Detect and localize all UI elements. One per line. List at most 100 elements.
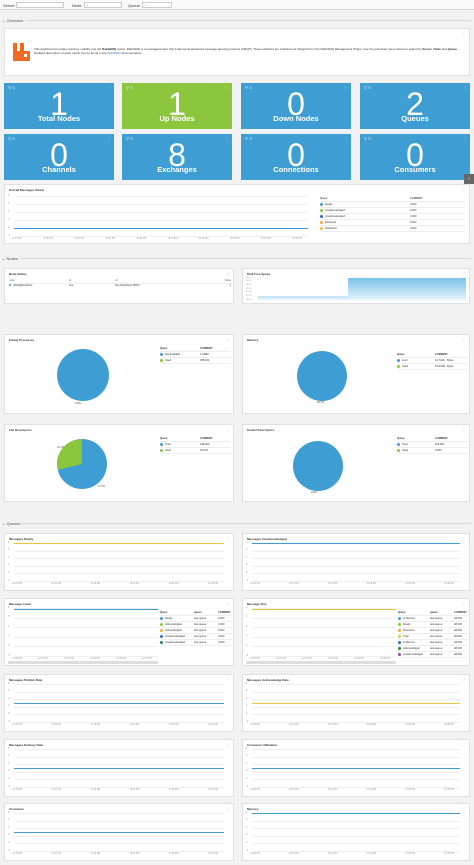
series-line <box>14 832 224 833</box>
y-tick-label: -2 <box>8 234 11 237</box>
panel-menu-icon[interactable]: ⋮ <box>462 427 466 432</box>
x-tick-label: 12:30 PM <box>444 724 454 726</box>
legend-row[interactable]: Used 0.000 <box>397 448 467 454</box>
panel-menu-icon[interactable]: ⋮ <box>462 806 466 811</box>
chart-gridline <box>14 714 224 716</box>
x-tick-label: 12:20 PM <box>129 724 140 726</box>
legend-row[interactable]: Unacknowledged test-queue 28.000 <box>398 652 468 658</box>
legend-row[interactable]: Limit 16.744G Bytes <box>397 358 467 364</box>
legend-row[interactable]: Unacknowledged test-queue 0.000 <box>160 634 232 640</box>
stat-tile-up-nodes[interactable]: ⚲ ⊙ ⋮ 1 Up Nodes <box>122 83 232 129</box>
panel-menu-icon[interactable]: ⋮ <box>226 806 230 811</box>
stat-tile-total-nodes[interactable]: ⚲ ⊙ ⋮ 1 Total Nodes <box>4 83 114 129</box>
legend-row[interactable]: Unacknowledged test-queue 0.000 <box>160 640 232 646</box>
x-tick-label: 12:20 PM <box>366 583 377 585</box>
tile-info-icon: ⚲ ⊙ <box>245 85 253 90</box>
tile-menu-icon[interactable]: ⋮ <box>225 85 229 90</box>
stat-tile-queues[interactable]: ⚲ ⊙ ⋮ 2 Queues <box>360 83 470 129</box>
chart-scrollbar[interactable] <box>246 661 396 664</box>
legend-row[interactable]: Persistent test-queue 28.000 <box>398 628 468 634</box>
legend-row[interactable]: Total 236.000 <box>160 442 230 448</box>
x-tick-label: 12:10 PM <box>51 583 62 585</box>
legend-row[interactable]: In Memory test-queue 28.000 <box>398 640 468 646</box>
y-tick-label: 33.0G <box>246 291 252 294</box>
node-select[interactable]: * <box>84 2 122 8</box>
legend-row[interactable]: Ready 0.000 <box>320 202 465 208</box>
stat-tile-down-nodes[interactable]: ⚲ ⊙ ⋮ 0 Down Nodes <box>241 83 351 129</box>
stat-tile-connections[interactable]: ⚲ ⊙ ⋮ 0 Connections <box>241 134 351 180</box>
section-nodes-toggle[interactable]: ⌄ Nodes <box>2 256 19 261</box>
panel-menu-icon[interactable]: ⋮ <box>226 677 230 682</box>
legend-row[interactable]: Acknowledged test-queue 0.000 <box>160 622 232 628</box>
panel-menu-icon[interactable]: ⋮ <box>226 427 230 432</box>
memory-pie-chart <box>297 351 347 401</box>
y-tick-label: 6 <box>246 690 248 693</box>
legend-row[interactable]: Ready test-queue 28.000 <box>398 622 468 628</box>
legend-row[interactable]: Published 0.000 <box>320 226 465 232</box>
legend-row[interactable]: Used 91.904M Bytes <box>397 364 467 370</box>
panel-menu-icon[interactable]: ⋮ <box>226 271 230 276</box>
stat-tile-exchanges[interactable]: ⚲ ⊙ ⋮ 8 Exchanges <box>122 134 232 180</box>
x-tick-label: 12:15 PM <box>90 853 101 855</box>
panel-menu-icon[interactable]: ⋮ <box>462 271 466 276</box>
tile-menu-icon[interactable]: ⋮ <box>107 85 111 90</box>
server-select[interactable] <box>16 2 64 8</box>
panel-menu-icon[interactable]: ⋮ <box>226 337 230 342</box>
stat-tile-consumers[interactable]: ⚲ ⊙ ⋮ 0 Consumers <box>360 134 470 180</box>
panel-menu-icon[interactable]: ⋮ <box>226 536 230 541</box>
series-line <box>252 703 460 704</box>
y-tick-label: 2 <box>246 564 248 567</box>
x-tick-label: 12:05 PM <box>136 238 147 240</box>
chart-gridline <box>14 813 224 814</box>
legend-row[interactable]: Total test-queue 28.000 <box>398 634 468 640</box>
panel-title: Consumer <box>9 807 24 811</box>
panel-menu-icon[interactable]: ⋮ <box>462 677 466 682</box>
legend-row[interactable]: Ready test-queue 0.000 <box>160 616 232 622</box>
node-label: Node <box>72 3 82 8</box>
rabbitmq-docs-link[interactable]: RabbitMQ <box>107 51 121 56</box>
queue-select[interactable]: * <box>142 2 172 8</box>
section-divider <box>22 523 471 524</box>
panel-menu-icon[interactable]: ⋮ <box>226 742 230 747</box>
x-tick-label: 12:30 PM <box>208 583 218 585</box>
panel-title: Message Size <box>247 602 267 606</box>
panel-menu-icon[interactable]: ⋮ <box>462 31 466 36</box>
panel-menu-icon[interactable]: ⋮ <box>462 742 466 747</box>
legend-color-dot <box>398 641 401 644</box>
erlang-pie-slice-not-available <box>57 349 109 401</box>
legend-row[interactable]: In Memory test-queue 28.000 <box>398 616 468 622</box>
panel-menu-icon[interactable]: ⋮ <box>462 187 466 192</box>
legend-row[interactable]: Delivered 0.000 <box>320 220 465 226</box>
x-tick-label: 12:30 PM <box>142 658 152 660</box>
legend-row[interactable]: Unacknowledged 0.000 <box>320 208 465 214</box>
legend-row[interactable]: Total 118.000 <box>397 442 467 448</box>
legend-row[interactable]: Not Available 1.048M <box>160 352 230 358</box>
tile-menu-icon[interactable]: ⋮ <box>107 136 111 141</box>
stat-tile-channels[interactable]: ⚲ ⊙ ⋮ 0 Channels <box>4 134 114 180</box>
legend-row[interactable]: Acknowledged test-queue 28.000 <box>398 646 468 652</box>
tile-menu-icon[interactable]: ⋮ <box>463 136 467 141</box>
panel-menu-icon[interactable]: ⋮ <box>462 536 466 541</box>
section-queues-toggle[interactable]: ⌄ Queues <box>2 521 21 526</box>
series-line <box>252 768 460 769</box>
tile-label: Channels <box>42 165 76 174</box>
panel-menu-icon[interactable]: ⋮ <box>462 337 466 342</box>
tile-menu-icon[interactable]: ⋮ <box>225 136 229 141</box>
section-overview-toggle[interactable]: ⌄ Overview <box>2 18 24 23</box>
legend-row[interactable]: Used 63.000 <box>160 448 230 454</box>
legend-row[interactable]: Unacknowledged 0.000 <box>320 214 465 220</box>
panel-menu-icon[interactable]: ⋮ <box>462 601 466 606</box>
tile-menu-icon[interactable]: ⋮ <box>463 85 467 90</box>
tile-value: 0 <box>287 86 305 122</box>
legend-row[interactable]: Acknowledged test-queue 0.000 <box>160 628 232 634</box>
collapse-handle-icon[interactable]: ‹ <box>464 174 474 184</box>
chart-scrollbar[interactable] <box>8 661 158 664</box>
panel-menu-icon[interactable]: ⋮ <box>226 601 230 606</box>
memory-legend: Query CURRENT Limit 16.744G Bytes Used 91.904… <box>397 352 467 370</box>
chart-gridline <box>14 627 158 629</box>
x-tick-label: 12:15 PM <box>302 658 312 660</box>
tile-menu-icon[interactable]: ⋮ <box>344 85 348 90</box>
x-tick-label: 12:15 PM <box>198 238 209 240</box>
tile-menu-icon[interactable]: ⋮ <box>344 136 348 141</box>
legend-row[interactable]: Used 358.000 <box>160 358 230 364</box>
